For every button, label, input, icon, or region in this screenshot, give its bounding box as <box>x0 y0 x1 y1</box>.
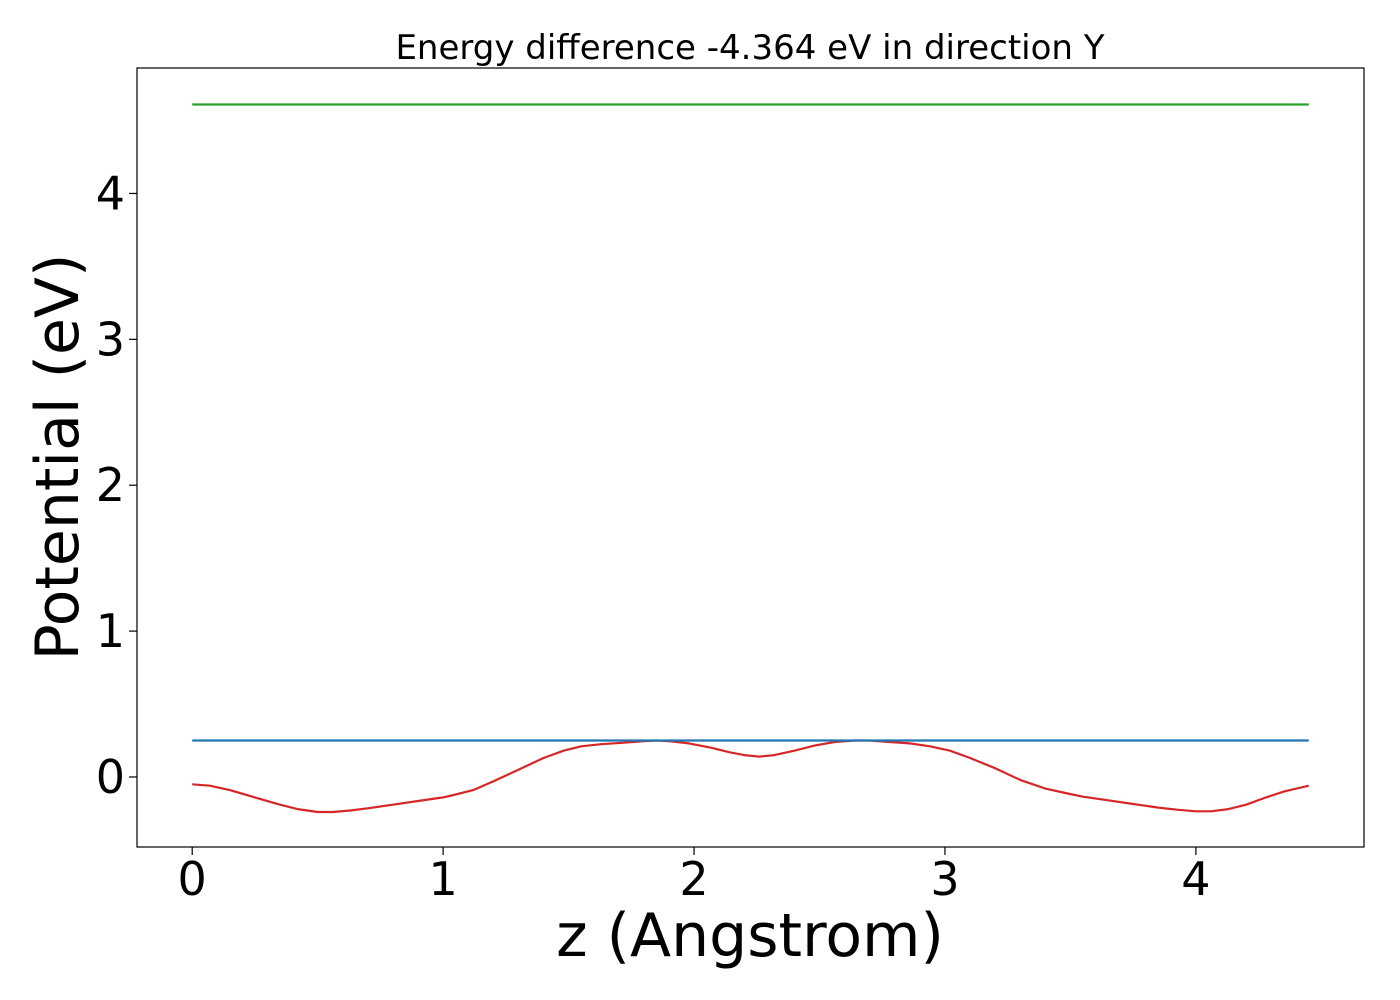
y-tick-label: 0 <box>96 750 125 804</box>
x-tick-label: 1 <box>428 852 457 906</box>
plot-background <box>137 68 1364 847</box>
plot-area <box>137 68 1364 847</box>
x-axis-label: z (Angstrom) <box>556 901 944 971</box>
y-tick-label: 4 <box>96 166 125 220</box>
plot-frame <box>136 67 1365 848</box>
y-tick-label: 2 <box>96 458 125 512</box>
series-line-1 <box>192 739 1310 814</box>
y-axis: 0 1 2 3 4 <box>96 166 137 804</box>
series-layer <box>192 103 1310 814</box>
x-tick-label: 0 <box>178 852 207 906</box>
x-axis: 0 1 2 3 4 <box>178 847 1211 906</box>
y-axis-label: Potential (eV) <box>23 254 93 661</box>
chart-title: Energy difference -4.364 eV in direction… <box>395 28 1104 68</box>
y-tick-label: 1 <box>96 604 125 658</box>
y-tick-label: 3 <box>96 312 125 366</box>
x-tick-label: 2 <box>679 852 708 906</box>
x-tick-label: 3 <box>930 852 959 906</box>
x-tick-label: 4 <box>1181 852 1210 906</box>
